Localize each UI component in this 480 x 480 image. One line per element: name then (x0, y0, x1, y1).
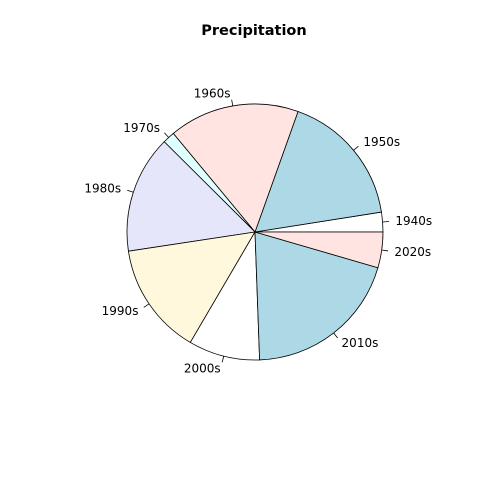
pie-label-2000s: 2000s (184, 362, 221, 376)
pie-tick-1950s (354, 146, 359, 150)
pie-slices (127, 104, 383, 360)
pie-label-1980s: 1980s (84, 181, 121, 195)
pie-label-1950s: 1950s (363, 135, 400, 149)
pie-label-1940s: 1940s (395, 214, 432, 228)
pie-label-2010s: 2010s (342, 336, 379, 350)
pie-tick-2020s (382, 250, 388, 251)
pie-tick-2010s (334, 333, 338, 338)
pie-tick-2000s (222, 356, 224, 362)
pie-label-1990s: 1990s (102, 304, 139, 318)
chart-title: Precipitation (201, 23, 306, 39)
pie-tick-1970s (164, 133, 168, 138)
pie-label-1960s: 1960s (194, 86, 231, 100)
pie-tick-1990s (144, 304, 149, 308)
pie-tick-1940s (383, 222, 389, 223)
pie-tick-1960s (232, 100, 233, 106)
pie-label-2020s: 2020s (394, 245, 431, 259)
pie-tick-1980s (127, 190, 133, 192)
pie-label-1970s: 1970s (123, 121, 160, 135)
